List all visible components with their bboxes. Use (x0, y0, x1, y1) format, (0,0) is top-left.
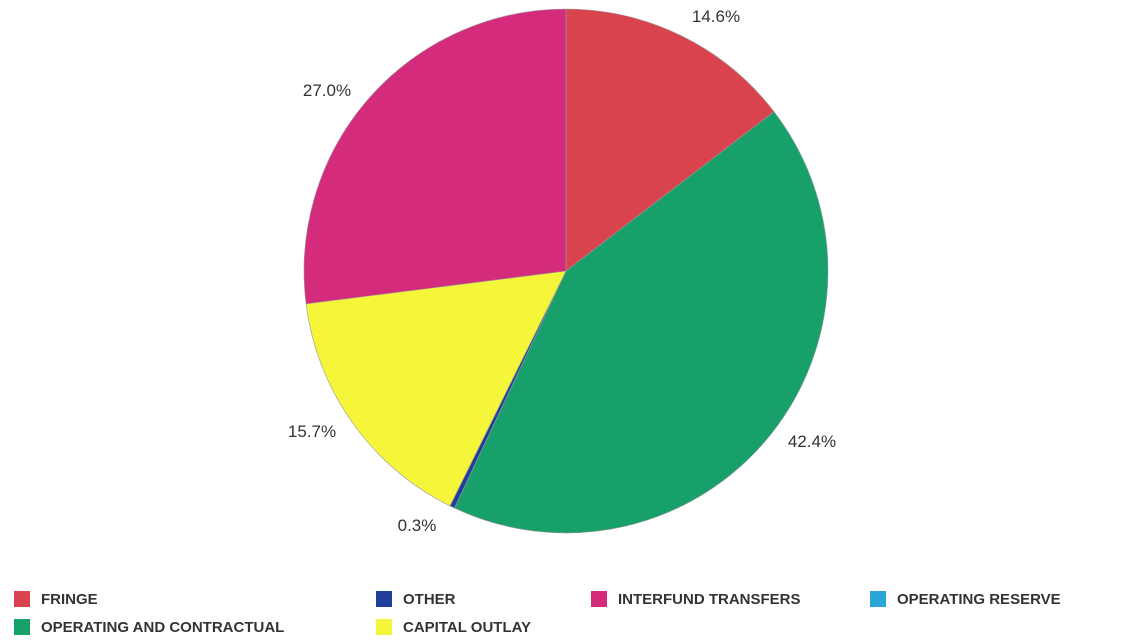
legend-label-operating-reserve: OPERATING RESERVE (897, 591, 1061, 608)
legend-swatch-fringe (14, 591, 30, 607)
legend-swatch-operating-reserve (870, 591, 886, 607)
legend-item-fringe: FRINGE (14, 591, 98, 608)
legend-item-interfund-transfers: INTERFUND TRANSFERS (591, 591, 801, 608)
legend-label-operating-and-contractual: OPERATING AND CONTRACTUAL (41, 619, 284, 636)
percentage-labels: 14.6% 42.4% 0.3% 15.7% 27.0% (288, 7, 836, 535)
legend-swatch-capital-outlay (376, 619, 392, 635)
legend-label-capital-outlay: CAPITAL OUTLAY (403, 619, 531, 636)
legend-label-other: OTHER (403, 591, 456, 608)
pie-slices (303, 8, 829, 534)
slice-label-capital-outlay: 15.7% (288, 422, 336, 441)
legend-label-fringe: FRINGE (41, 591, 98, 608)
pie-slice-fringe (565, 8, 775, 272)
legend-item-capital-outlay: CAPITAL OUTLAY (376, 619, 531, 636)
legend: FRINGE OTHER INTERFUND TRANSFERS OPERATING … (14, 591, 1061, 636)
legend-item-operating-reserve: OPERATING RESERVE (870, 591, 1061, 608)
pie-slice-capital-outlay (305, 270, 567, 507)
legend-item-operating-and-contractual: OPERATING AND CONTRACTUAL (14, 619, 284, 636)
pie-slice-interfund-transfers (303, 8, 567, 305)
legend-swatch-interfund-transfers (591, 591, 607, 607)
legend-label-interfund-transfers: INTERFUND TRANSFERS (618, 591, 801, 608)
pie-slice-operating-and-contractual (454, 111, 829, 534)
slice-label-other: 0.3% (398, 516, 437, 535)
legend-swatch-operating-and-contractual (14, 619, 30, 635)
legend-swatch-other (376, 591, 392, 607)
slice-label-fringe: 14.6% (692, 7, 740, 26)
legend-item-other: OTHER (376, 591, 456, 608)
slice-label-operating-and-contractual: 42.4% (788, 432, 836, 451)
slice-label-interfund-transfers: 27.0% (303, 81, 351, 100)
